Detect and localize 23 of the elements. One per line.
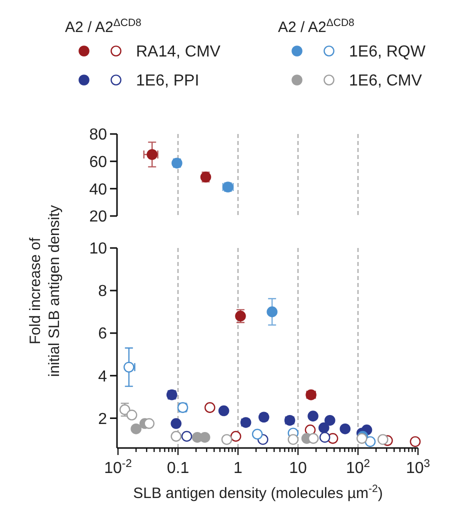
legend-label: 1E6, CMV [349, 72, 422, 90]
legend-label: 1E6, PPI [136, 72, 200, 90]
legend-label: RA14, CMV [136, 44, 221, 61]
y-tick-label: 20 [89, 208, 108, 226]
y-axis-title: Fold increase of initial SLB antigen density [27, 204, 63, 377]
x-axis-title: SLB antigen density (molecules µm$^{-2}$) [133, 483, 383, 502]
legend-title: A2 / A2$^{ΔCD8}$ [65, 17, 142, 36]
y-tick-label: 4 [98, 368, 108, 386]
x-tick-label: 10$^{2}$ [346, 458, 370, 477]
x-tick-label: 10$^{-2}$ [104, 458, 132, 477]
y-tick-label: 10 [89, 240, 108, 258]
x-tick-label: 1 [234, 460, 243, 477]
x-tick-label: 10 [289, 460, 307, 477]
x-tick-label: 0.1 [166, 460, 190, 477]
text: A2 / A2$^{ΔCD8}$ [278, 17, 354, 36]
y-tick-label: 60 [89, 154, 108, 171]
y-tick-label: 2 [98, 410, 108, 428]
y-tick-label: 6 [98, 326, 108, 343]
x-tick-label: 10$^{3}$ [406, 458, 430, 477]
y-tick-label: 8 [98, 283, 108, 300]
y-tick-label: 40 [89, 181, 108, 198]
y-tick-label: 80 [89, 126, 108, 144]
legend-label: 1E6, RQW [349, 44, 426, 61]
